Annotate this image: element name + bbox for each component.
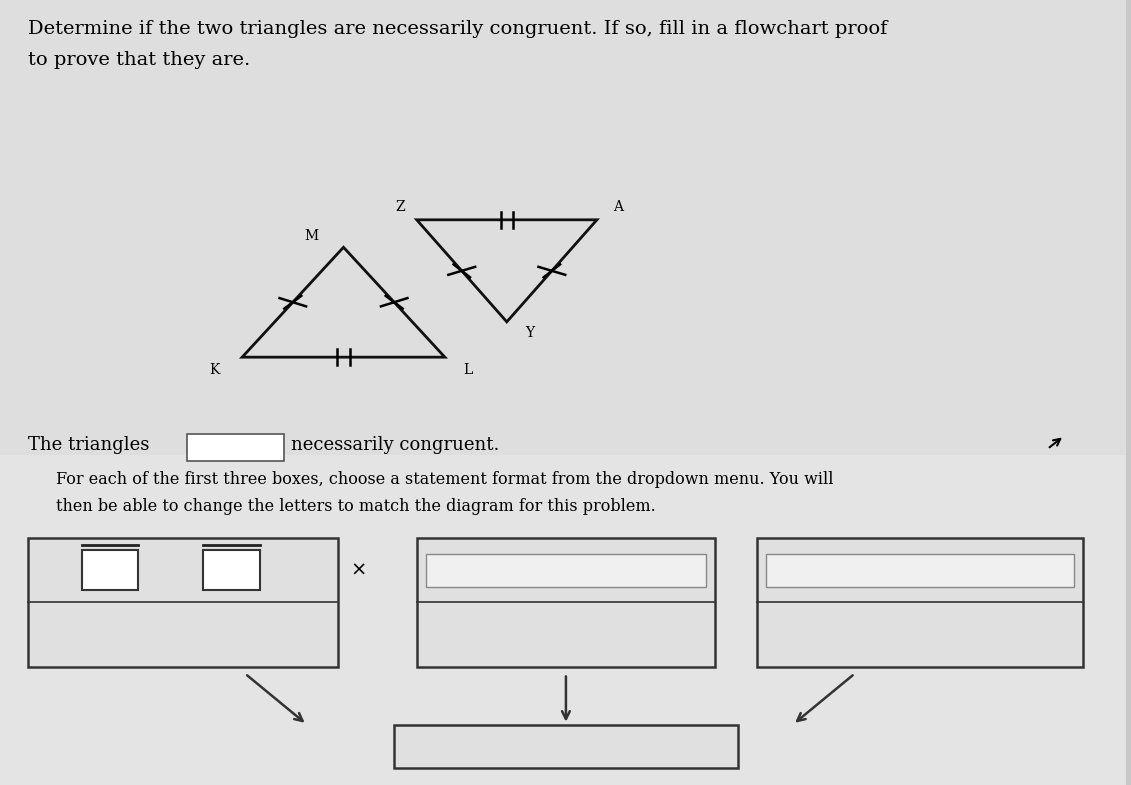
Text: ≅: ≅ xyxy=(154,560,172,580)
Text: For each of the first three boxes, choose a statement format from the dropdown m: For each of the first three boxes, choos… xyxy=(57,471,834,488)
FancyBboxPatch shape xyxy=(766,553,1074,586)
Text: ▾: ▾ xyxy=(692,564,698,577)
FancyBboxPatch shape xyxy=(425,553,706,586)
FancyBboxPatch shape xyxy=(204,550,260,590)
Text: Reason:: Reason: xyxy=(155,611,211,624)
Text: Reason:: Reason: xyxy=(538,611,594,624)
Text: ×: × xyxy=(349,560,366,579)
Text: GIVEN: GIVEN xyxy=(884,648,956,666)
Text: ⌄: ⌄ xyxy=(261,439,273,453)
Text: necessarily congruent.: necessarily congruent. xyxy=(291,436,499,454)
FancyBboxPatch shape xyxy=(395,725,737,768)
Text: are: are xyxy=(197,439,223,453)
Text: Type of Statement: Type of Statement xyxy=(779,564,896,577)
FancyBboxPatch shape xyxy=(0,0,1126,455)
FancyBboxPatch shape xyxy=(28,538,338,667)
Text: Y: Y xyxy=(525,326,534,340)
Text: M: M xyxy=(304,229,319,243)
FancyBboxPatch shape xyxy=(757,538,1083,667)
Text: GIVEN: GIVEN xyxy=(530,648,602,666)
Text: L: L xyxy=(463,363,472,378)
Text: GIVEN: GIVEN xyxy=(147,648,218,666)
Text: ▾: ▾ xyxy=(1060,564,1067,577)
Text: Determine if the two triangles are necessarily congruent. If so, fill in a flowc: Determine if the two triangles are neces… xyxy=(28,20,888,38)
Text: K: K xyxy=(209,363,219,378)
Text: Type of Statement: Type of Statement xyxy=(439,564,555,577)
Text: then be able to change the letters to match the diagram for this problem.: then be able to change the letters to ma… xyxy=(57,498,656,515)
FancyBboxPatch shape xyxy=(416,538,715,667)
FancyBboxPatch shape xyxy=(81,550,138,590)
Text: Reason:: Reason: xyxy=(892,611,948,624)
Text: to prove that they are.: to prove that they are. xyxy=(28,51,250,69)
Text: Z: Z xyxy=(396,199,405,214)
FancyBboxPatch shape xyxy=(187,434,284,461)
Text: A: A xyxy=(613,199,623,214)
Text: The triangles: The triangles xyxy=(28,436,149,454)
